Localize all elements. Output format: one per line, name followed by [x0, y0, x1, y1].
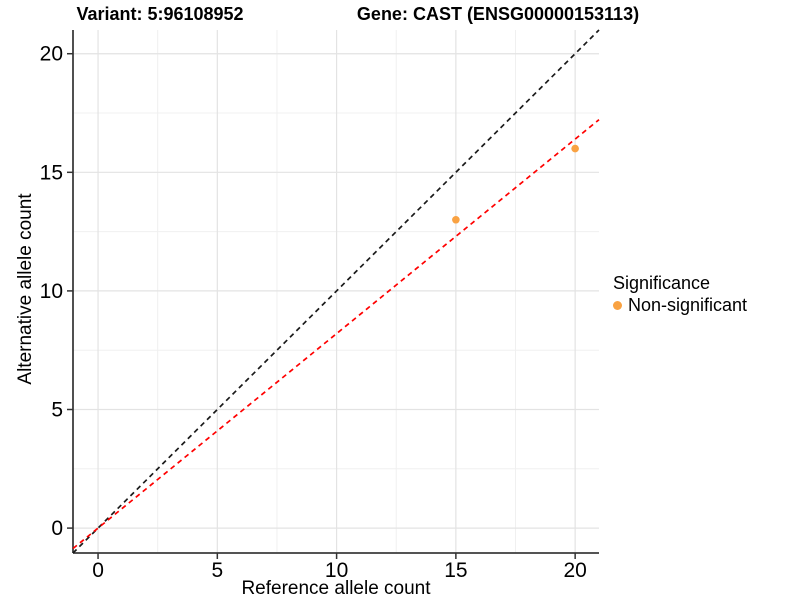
- legend-title: Significance: [613, 273, 711, 293]
- legend-item-non-significant: Non-significant: [613, 294, 747, 316]
- data-point: [452, 215, 460, 224]
- x-tick-label: 5: [211, 559, 223, 582]
- x-axis-label: Reference allele count: [241, 578, 431, 599]
- legend: Significance Non-significant: [613, 272, 747, 316]
- y-tick-label: 5: [51, 399, 63, 422]
- x-tick-label: 15: [444, 559, 467, 582]
- x-tick-label: 0: [92, 559, 104, 582]
- gene-title: Gene: CAST (ENSG00000153113): [356, 4, 640, 24]
- legend-item-label: Non-significant: [628, 295, 748, 315]
- legend-marker-dot: [613, 300, 622, 310]
- variant-title: Variant: 5:96108952: [76, 4, 244, 24]
- data-point: [571, 144, 579, 153]
- x-tick-label: 20: [563, 559, 586, 582]
- y-tick-label: 15: [40, 161, 63, 184]
- y-tick-label: 20: [40, 43, 63, 66]
- x-tick-label: 10: [325, 559, 348, 582]
- y-tick-label: 0: [51, 517, 63, 540]
- y-tick-label: 10: [40, 280, 63, 303]
- identity-line: [72, 29, 600, 554]
- y-axis-label: Alternative allele count: [15, 193, 36, 385]
